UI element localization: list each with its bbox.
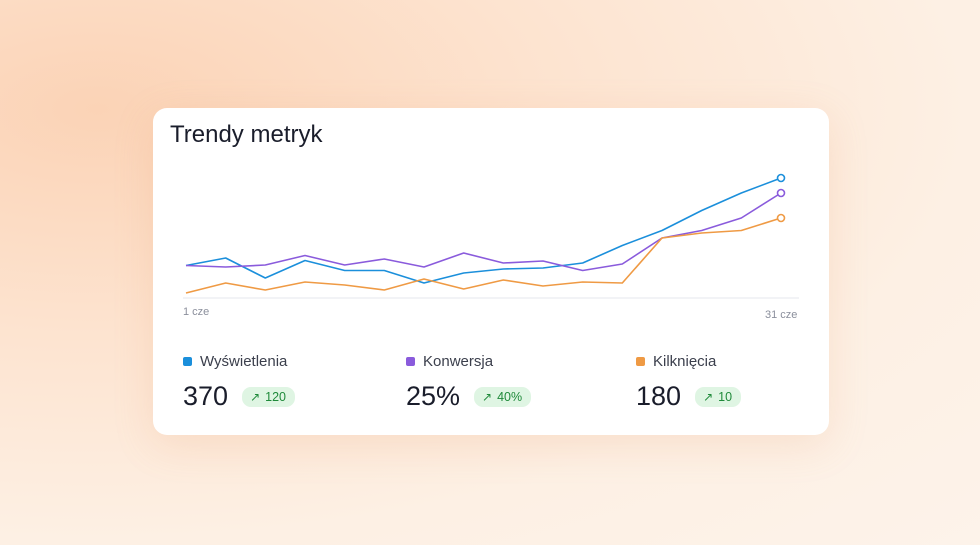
x-tick-label-last: 31 cze <box>765 309 798 321</box>
metric-value: 25% <box>406 381 461 411</box>
metric-label: Wyświetlenia <box>200 353 288 370</box>
metric-value: 370 <box>183 381 229 411</box>
series-line-1 <box>185 192 782 272</box>
series-endpoint-1 <box>776 188 786 198</box>
legend-swatch <box>636 357 645 366</box>
metric-wyswietlenia: Wyświetlenia 370 ↗ 120 <box>183 353 295 412</box>
legend-item: Wyświetlenia <box>183 353 295 370</box>
arrow-up-right-icon: ↗ <box>703 389 714 404</box>
metric-konwersja: Konwersja 25% ↗ 40% <box>406 353 532 412</box>
metric-label: Kilknięcia <box>653 353 717 370</box>
legend-item: Kilknięcia <box>636 353 741 370</box>
line-chart <box>183 173 799 299</box>
metric-trends-card: Trendy metryk 1 cze 31 cze Wyświetlenia … <box>153 108 829 435</box>
series-line-0 <box>185 177 782 284</box>
delta-value: 10 <box>718 389 733 404</box>
metric-kliknięcia: Kilknięcia 180 ↗ 10 <box>636 353 742 412</box>
delta-badge: ↗ 120 <box>242 386 295 407</box>
series-endpoint-2 <box>776 213 786 223</box>
metric-value: 180 <box>636 381 682 411</box>
x-tick-label-first: 1 cze <box>183 306 210 318</box>
card-title: Trendy metryk <box>170 121 323 148</box>
arrow-up-right-icon: ↗ <box>482 389 493 404</box>
legend-item: Konwersja <box>406 353 531 370</box>
delta-badge: ↗ 40% <box>474 386 532 407</box>
metric-label: Konwersja <box>423 353 494 370</box>
series-line-2 <box>185 217 782 294</box>
delta-badge: ↗ 10 <box>695 386 742 407</box>
delta-value: 120 <box>265 389 286 404</box>
legend-swatch <box>406 357 415 366</box>
arrow-up-right-icon: ↗ <box>250 389 261 404</box>
delta-value: 40% <box>497 389 523 404</box>
series-endpoint-0 <box>776 173 786 183</box>
legend-swatch <box>183 357 192 366</box>
